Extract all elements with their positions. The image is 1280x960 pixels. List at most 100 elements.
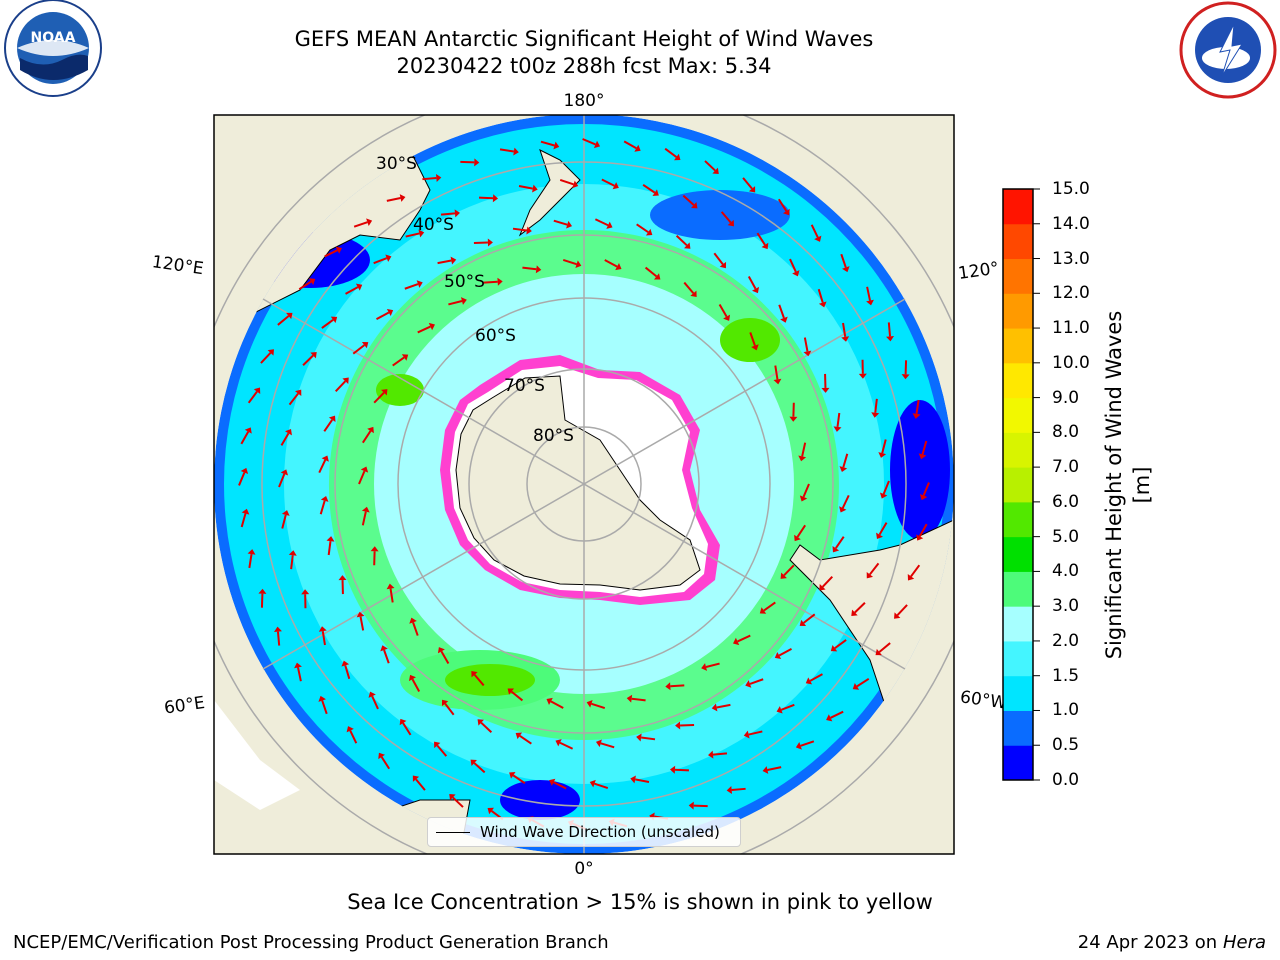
wave-arrow-head [285, 429, 292, 436]
wave-arrow [810, 224, 819, 238]
wave-arrow [800, 740, 815, 747]
wave-arrow-head [723, 314, 731, 321]
wave-arrow-head [789, 416, 798, 422]
colorbar-tick-label: 10.0 [1052, 352, 1090, 373]
wave-arrow-head [318, 626, 327, 632]
map-title: GEFS MEAN Antarctic Significant Height o… [294, 27, 874, 51]
wave-arrow-head [399, 718, 407, 726]
wave-arrow-head [819, 584, 826, 591]
colorbar-tick-label: 2.0 [1052, 630, 1080, 651]
wave-arrow [318, 459, 327, 474]
wave-arrow [559, 178, 574, 186]
wave-arrow [830, 710, 844, 719]
wave-arrow-head [669, 765, 676, 774]
colorbar-tick-label: 0.5 [1052, 735, 1080, 756]
wave-arrow [801, 442, 807, 457]
wave-arrow-head [688, 801, 694, 810]
wave-arrow [718, 303, 728, 318]
wave-arrow-head [675, 721, 681, 730]
wave-arrow [389, 588, 394, 603]
wave-arrow-head [684, 242, 691, 249]
wave-arrow [896, 604, 908, 616]
wave-arrow [327, 540, 332, 556]
wave-arrow [361, 511, 367, 526]
wave-arrow [383, 649, 390, 664]
lon-label-lower-right: 60°W [959, 687, 1008, 713]
wave-arrow [440, 212, 456, 216]
wave-arrow-head [727, 219, 734, 227]
wave-arrow-head [386, 583, 395, 590]
colorbar-tick-label: 7.0 [1052, 457, 1080, 478]
wave-arrow-head [428, 322, 435, 331]
wave-arrow-head [612, 182, 619, 190]
wave-arrow [591, 702, 606, 709]
wave-arrow [448, 300, 463, 306]
wave-arrow [882, 480, 890, 495]
colorbar-bin [1003, 571, 1033, 607]
colorbar-bin [1003, 397, 1033, 433]
wave-arrow-head [244, 427, 252, 434]
wave-arrow-head [759, 607, 767, 614]
wave-arrow-head [912, 413, 921, 419]
wave-arrow [281, 514, 287, 529]
wave-arrow-head [412, 775, 420, 782]
colorbar-tick-label: 1.5 [1052, 665, 1080, 686]
wave-arrow [778, 647, 792, 657]
wave-arrow [731, 787, 746, 792]
wave-arrow [345, 286, 359, 295]
wave-arrow-head [726, 786, 732, 795]
wave-arrow [240, 513, 247, 528]
wave-arrow-head [294, 662, 302, 669]
wave-arrow-head [719, 261, 727, 269]
wave-arrow-head [712, 167, 719, 174]
wave-arrow-head [450, 256, 457, 265]
wave-arrow-head [652, 189, 659, 196]
wave-arrow-head [818, 301, 827, 308]
wave-arrow [720, 211, 732, 224]
wave-arrow-head [474, 158, 480, 167]
wave-arrow [670, 684, 685, 688]
wave-arrow [821, 575, 834, 588]
wave-arrow-head [513, 147, 519, 156]
lon-label-lower-left: 60°E [163, 693, 206, 718]
wave-arrow-head [842, 266, 850, 273]
colorbar-tick-label: 13.0 [1052, 248, 1090, 269]
wave-arrow-head [879, 492, 888, 499]
wave-arrow-head [487, 807, 494, 815]
wave-arrow-head [745, 680, 752, 688]
wave-arrow [922, 482, 930, 496]
wave-arrow [349, 730, 358, 744]
wave-arrow-head [575, 260, 582, 269]
wave-arrow-head [408, 674, 416, 682]
wave-arrow [321, 318, 334, 329]
wave-arrow [553, 219, 568, 226]
wave-arrow [869, 562, 880, 576]
wave-arrow-head [690, 290, 697, 298]
wave-arrow [878, 522, 888, 536]
wave-arrow-head [589, 779, 596, 788]
wave-arrow [803, 337, 809, 352]
wave-arrow-head [761, 242, 769, 250]
lat-label-60s: 60°S [475, 326, 516, 346]
wave-arrow-head [341, 660, 350, 667]
wave-arrow-head [360, 466, 369, 473]
wave-arrow-head [799, 495, 808, 502]
colorbar-label: Significant Height of Wind Waves [m] [1102, 310, 1154, 660]
wave-arrow-head [308, 278, 316, 285]
wave-arrow-head [399, 194, 406, 202]
wave-arrow [510, 690, 524, 702]
wave-arrow-head [380, 645, 388, 652]
wave-arrow-head [752, 286, 760, 294]
wave-arrow [834, 536, 845, 549]
colorbar-tick-label: 12.0 [1052, 283, 1090, 304]
colorbar-bin [1003, 223, 1033, 260]
wave-arrow [604, 259, 618, 268]
wave-arrow [499, 148, 515, 153]
wave-arrow [519, 734, 532, 745]
wave-arrow [415, 778, 426, 791]
credit-text: NCEP/EMC/Verification Post Processing Pr… [13, 932, 609, 953]
wave-arrow [324, 249, 338, 258]
wave-arrow-head [851, 609, 858, 617]
wave-arrow-head [294, 389, 302, 397]
wave-arrow-head [792, 270, 800, 277]
